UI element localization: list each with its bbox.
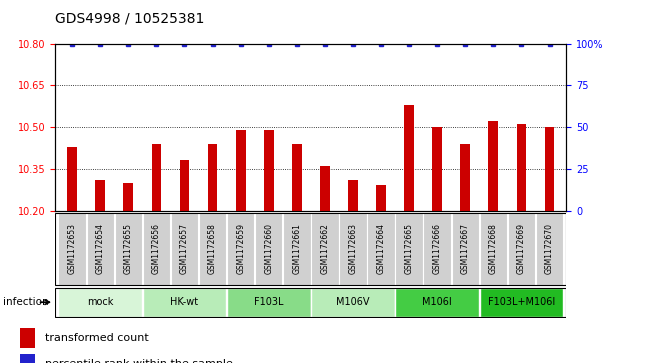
Bar xyxy=(292,144,301,211)
Text: GSM1172659: GSM1172659 xyxy=(236,223,245,274)
Text: mock: mock xyxy=(87,297,113,307)
FancyBboxPatch shape xyxy=(87,213,114,285)
Bar xyxy=(67,147,77,211)
FancyBboxPatch shape xyxy=(452,213,479,285)
Text: transformed count: transformed count xyxy=(44,333,148,343)
Text: F103L+M106I: F103L+M106I xyxy=(488,297,555,307)
Bar xyxy=(488,122,498,211)
Text: M106V: M106V xyxy=(336,297,370,307)
Text: GSM1172654: GSM1172654 xyxy=(96,223,105,274)
FancyBboxPatch shape xyxy=(171,213,199,285)
FancyBboxPatch shape xyxy=(480,288,563,317)
FancyBboxPatch shape xyxy=(227,288,311,317)
Text: GSM1172656: GSM1172656 xyxy=(152,223,161,274)
FancyBboxPatch shape xyxy=(199,213,227,285)
Bar xyxy=(20,354,35,363)
Bar xyxy=(432,127,442,211)
FancyBboxPatch shape xyxy=(367,213,395,285)
FancyBboxPatch shape xyxy=(283,213,311,285)
Text: F103L: F103L xyxy=(254,297,283,307)
FancyBboxPatch shape xyxy=(423,213,451,285)
FancyBboxPatch shape xyxy=(143,288,227,317)
Text: GSM1172662: GSM1172662 xyxy=(320,223,329,274)
Bar xyxy=(180,160,189,211)
Bar xyxy=(20,329,35,348)
Text: GSM1172655: GSM1172655 xyxy=(124,223,133,274)
FancyBboxPatch shape xyxy=(255,213,283,285)
Bar xyxy=(208,144,217,211)
Text: GDS4998 / 10525381: GDS4998 / 10525381 xyxy=(55,11,204,25)
FancyBboxPatch shape xyxy=(227,213,255,285)
FancyBboxPatch shape xyxy=(59,288,142,317)
FancyBboxPatch shape xyxy=(395,288,479,317)
FancyBboxPatch shape xyxy=(339,213,367,285)
FancyBboxPatch shape xyxy=(480,213,507,285)
Text: infection: infection xyxy=(3,297,49,307)
Text: GSM1172667: GSM1172667 xyxy=(461,223,470,274)
Text: GSM1172663: GSM1172663 xyxy=(348,223,357,274)
Bar xyxy=(545,127,555,211)
Bar xyxy=(460,144,470,211)
Text: GSM1172665: GSM1172665 xyxy=(405,223,413,274)
Text: GSM1172669: GSM1172669 xyxy=(517,223,526,274)
FancyBboxPatch shape xyxy=(395,213,423,285)
Text: percentile rank within the sample: percentile rank within the sample xyxy=(44,359,232,363)
FancyBboxPatch shape xyxy=(536,213,563,285)
FancyBboxPatch shape xyxy=(311,288,395,317)
Text: M106I: M106I xyxy=(422,297,452,307)
Text: GSM1172658: GSM1172658 xyxy=(208,223,217,274)
Text: GSM1172664: GSM1172664 xyxy=(376,223,385,274)
Text: GSM1172666: GSM1172666 xyxy=(433,223,442,274)
Text: GSM1172660: GSM1172660 xyxy=(264,223,273,274)
Bar xyxy=(124,183,133,211)
Text: GSM1172661: GSM1172661 xyxy=(292,223,301,274)
Bar xyxy=(264,130,273,211)
Text: GSM1172657: GSM1172657 xyxy=(180,223,189,274)
Bar xyxy=(236,130,245,211)
Bar xyxy=(404,105,414,211)
FancyBboxPatch shape xyxy=(59,213,86,285)
Text: GSM1172668: GSM1172668 xyxy=(489,223,498,274)
Bar xyxy=(152,144,161,211)
Bar xyxy=(516,124,527,211)
FancyBboxPatch shape xyxy=(311,213,339,285)
Text: HK-wt: HK-wt xyxy=(171,297,199,307)
Bar xyxy=(348,180,358,211)
Text: GSM1172670: GSM1172670 xyxy=(545,223,554,274)
FancyBboxPatch shape xyxy=(115,213,142,285)
Bar xyxy=(376,185,386,211)
FancyBboxPatch shape xyxy=(143,213,170,285)
Text: GSM1172653: GSM1172653 xyxy=(68,223,77,274)
Bar xyxy=(320,166,330,211)
Bar xyxy=(95,180,105,211)
FancyBboxPatch shape xyxy=(508,213,535,285)
